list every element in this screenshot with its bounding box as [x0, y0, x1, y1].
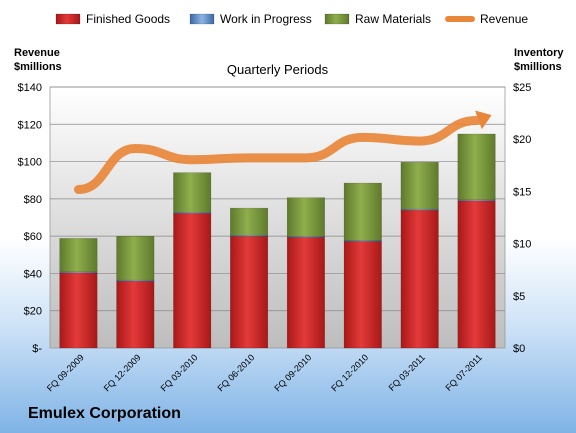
- y-left-tick-label: $80: [24, 194, 42, 206]
- y-left-tick-label: $120: [18, 119, 42, 131]
- bar-work-in-progress: [286, 236, 325, 238]
- revenue-line: [73, 116, 482, 195]
- bar-finished-goods: [457, 200, 496, 349]
- x-tick-label: FQ 06-2010: [215, 352, 256, 393]
- bar-finished-goods: [400, 209, 439, 349]
- legend-swatch-raw-materials: [324, 13, 350, 25]
- y-left-tick-label: $40: [24, 268, 42, 280]
- bar-raw-materials: [400, 161, 439, 210]
- bar-raw-materials: [59, 238, 98, 273]
- bar-finished-goods: [230, 236, 269, 349]
- bar-finished-goods: [116, 280, 155, 349]
- y-right-tick-label: $0: [513, 343, 525, 355]
- y-right-tick-label: $20: [513, 134, 531, 146]
- chart-title: Quarterly Periods: [227, 62, 329, 77]
- bar-finished-goods: [59, 272, 98, 349]
- legend-label-work-in-progress: Work in Progress: [220, 12, 312, 26]
- revenue-arrowhead: [475, 110, 492, 130]
- bar-finished-goods: [173, 213, 212, 349]
- bar-raw-materials: [343, 182, 382, 241]
- y-right-tick-label: $10: [513, 239, 531, 251]
- x-tick-label: FQ 12-2010: [329, 352, 370, 393]
- legend-swatch-work-in-progress: [189, 13, 215, 25]
- bar-raw-materials: [173, 172, 212, 213]
- y-right-tick-label: $15: [513, 186, 531, 198]
- y-right-title: $millions: [514, 61, 562, 73]
- y-left-title: Revenue: [14, 47, 60, 59]
- x-tick-label: FQ 07-2011: [443, 352, 484, 393]
- legend-label-raw-materials: Raw Materials: [355, 12, 431, 26]
- y-left-tick-label: $60: [24, 231, 42, 243]
- bar-raw-materials: [116, 236, 155, 281]
- bar-finished-goods: [286, 237, 325, 349]
- y-right-title: Inventory: [514, 47, 564, 59]
- legend-swatch-finished-goods: [55, 13, 81, 25]
- x-tick-label: FQ 12-2009: [102, 352, 143, 393]
- y-right-tick-label: $5: [513, 291, 525, 303]
- bar-raw-materials: [230, 207, 269, 236]
- y-left-tick-label: $-: [32, 343, 42, 355]
- x-tick-label: FQ 09-2010: [272, 352, 313, 393]
- x-tick-label: FQ 03-2010: [159, 352, 200, 393]
- x-tick-label: FQ 09-2009: [45, 352, 86, 393]
- bar-finished-goods: [343, 241, 382, 349]
- bar-raw-materials: [286, 197, 325, 237]
- y-left-tick-label: $100: [18, 157, 42, 169]
- x-tick-label: FQ 03-2011: [387, 352, 428, 393]
- y-left-tick-label: $20: [24, 306, 42, 318]
- legend-label-finished-goods: Finished Goods: [86, 12, 170, 26]
- company-name: Emulex Corporation: [28, 405, 181, 422]
- y-right-tick-label: $25: [513, 82, 531, 94]
- y-left-title: $millions: [14, 61, 62, 73]
- legend-label-revenue: Revenue: [480, 12, 528, 26]
- y-left-tick-label: $140: [18, 82, 42, 94]
- bar-raw-materials: [457, 133, 496, 201]
